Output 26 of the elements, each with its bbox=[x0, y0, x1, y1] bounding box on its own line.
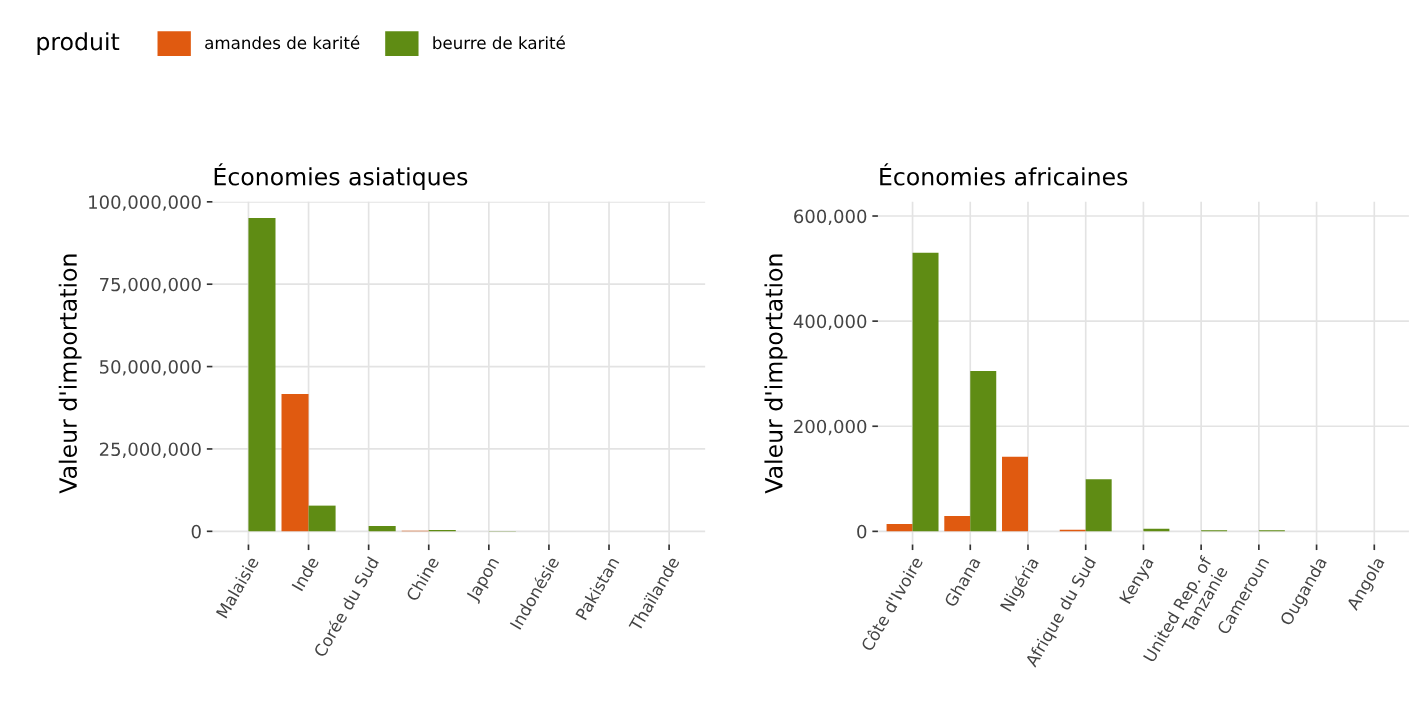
bar bbox=[308, 505, 336, 532]
legend-title: produit bbox=[37, 32, 120, 55]
y-tick-label: 600,000 bbox=[794, 209, 867, 225]
legend-label: beurre de karité bbox=[433, 35, 565, 50]
bar bbox=[368, 526, 396, 532]
y-tick-label: 400,000 bbox=[793, 314, 867, 331]
y-tick-label: 75,000,000 bbox=[100, 277, 201, 294]
y-tick-label: 0 bbox=[191, 524, 201, 539]
bar bbox=[912, 252, 939, 532]
bar bbox=[1085, 479, 1112, 532]
y-tick-label: 25,000,000 bbox=[99, 442, 201, 458]
legend-label: amandes de karité bbox=[205, 35, 360, 50]
bar bbox=[1002, 456, 1028, 532]
y-tick-label: 100,000,000 bbox=[89, 195, 201, 211]
bar bbox=[281, 393, 309, 532]
bar bbox=[886, 524, 913, 532]
y-tick-label: 200,000 bbox=[794, 419, 867, 436]
bar bbox=[970, 371, 997, 532]
y-tick-label: 0 bbox=[857, 524, 867, 539]
y-axis-title: Valeur d'importation bbox=[764, 254, 788, 494]
bar bbox=[248, 217, 276, 532]
y-axis-title: Valeur d'importation bbox=[58, 254, 82, 494]
chart-title: Économies asiatiques bbox=[214, 163, 468, 191]
bar bbox=[944, 516, 971, 532]
y-tick-label: 50,000,000 bbox=[100, 360, 201, 376]
chart-title: Économies africaines bbox=[880, 163, 1128, 186]
